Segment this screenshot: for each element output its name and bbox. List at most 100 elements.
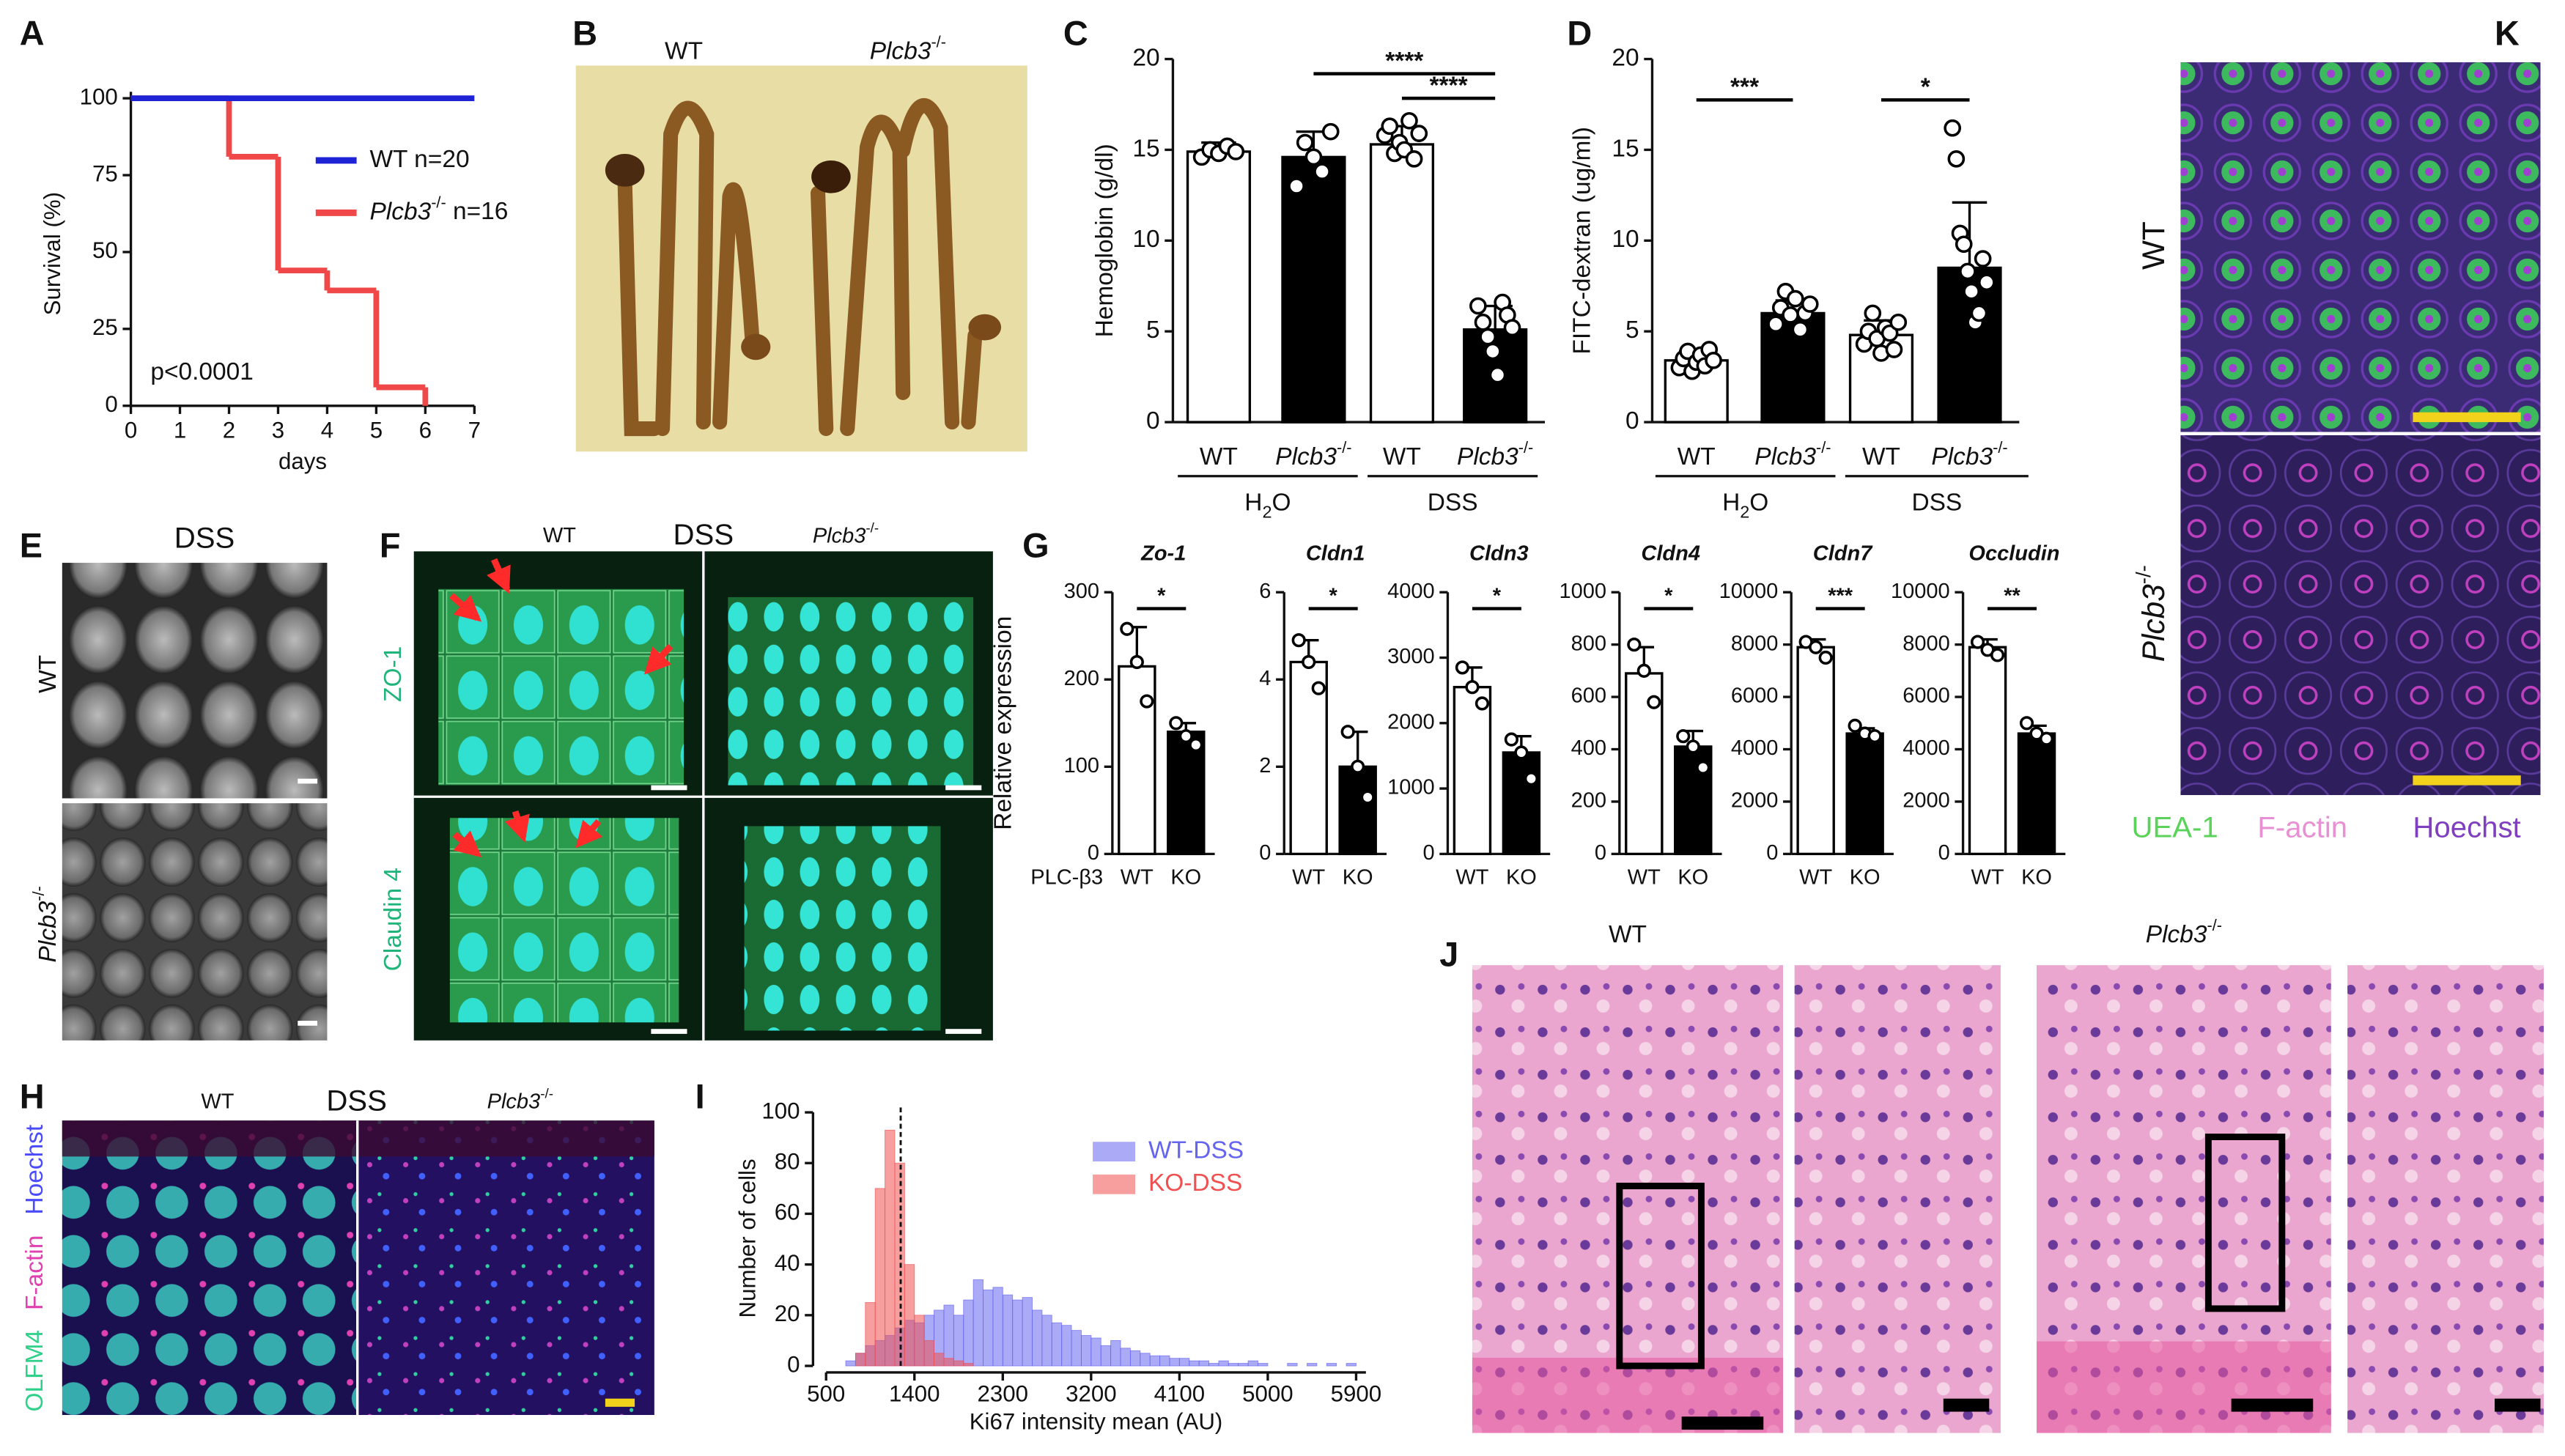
data-point (1475, 696, 1490, 711)
scale-bar (298, 778, 318, 784)
legend-swatch (1093, 1174, 1136, 1194)
bar (1281, 155, 1346, 424)
bar (1186, 150, 1252, 424)
histogram-bar (1307, 1363, 1318, 1367)
x-tick-label: KO (2021, 866, 2052, 890)
micrograph (62, 803, 328, 1041)
scale-bar (298, 1021, 318, 1026)
data-point (1636, 663, 1651, 678)
micrograph (62, 1120, 357, 1415)
data-point (1311, 681, 1326, 695)
chart-title: Cldn1 (1306, 542, 1365, 566)
histogram-bar (885, 1129, 896, 1367)
y-tick-label: 3000 (1387, 645, 1435, 668)
legend-label: KO-DSS (1148, 1169, 1242, 1197)
histogram-bar (1258, 1363, 1269, 1367)
data-point (1465, 680, 1480, 695)
y-tick-label: 25 (92, 314, 118, 340)
image-label: Plcb3-/- (870, 33, 946, 65)
x-tick-label: Plcb3-/- (1754, 438, 1831, 470)
image-label: DSS (174, 521, 235, 554)
data-point (1627, 638, 1642, 652)
stain-label: OLFM4 (21, 1330, 48, 1412)
significance-label: * (1493, 585, 1502, 608)
x-tick-label: WT (1200, 443, 1238, 470)
scale-bar (651, 1029, 687, 1034)
data-point (1140, 694, 1154, 709)
panel-letter: E (20, 526, 43, 564)
data-point (1484, 342, 1502, 361)
data-point (1189, 737, 1203, 753)
panel-letter: H (20, 1078, 45, 1116)
data-point (1381, 117, 1399, 136)
bar (1845, 732, 1884, 856)
x-tick-label: 5 (370, 418, 383, 443)
image-label: Plcb3-/- (487, 1086, 553, 1113)
y-tick-label: 600 (1571, 684, 1606, 708)
y-tick-label: 10000 (1891, 580, 1950, 603)
stain-label: UEA-1 (2131, 811, 2218, 844)
histogram-bar (1081, 1335, 1092, 1367)
y-tick-label: 20 (1612, 44, 1639, 71)
micrograph (744, 826, 941, 1031)
y-tick-label: 4000 (1387, 580, 1435, 603)
x-tick-label: 6 (419, 418, 432, 443)
histogram-bar (1159, 1355, 1170, 1367)
histogram-bar (992, 1287, 1003, 1367)
y-tick-label: 75 (92, 160, 118, 186)
significance-label: ** (2004, 585, 2020, 608)
data-point (1974, 250, 1992, 267)
histogram-bar (943, 1358, 954, 1367)
scale-bar (945, 785, 982, 791)
histogram-bar (1129, 1350, 1141, 1367)
significance-label: * (1329, 585, 1338, 608)
histogram-bar (904, 1264, 915, 1367)
y-tick-label: 10000 (1719, 580, 1779, 603)
group-label: H2O (1722, 489, 1768, 522)
histogram-bar (1287, 1363, 1298, 1367)
panel-letter: D (1567, 15, 1592, 53)
data-point (1455, 660, 1470, 675)
histogram-bar (1100, 1345, 1112, 1367)
y-axis-title: Relative expression (989, 616, 1016, 830)
x-axis-title: Ki67 intensity mean (AU) (970, 1408, 1223, 1434)
data-point (1302, 654, 1316, 670)
x-tick-label: KO (1506, 866, 1537, 890)
legend-swatch (1093, 1142, 1136, 1162)
y-tick-label: 1000 (1559, 580, 1606, 603)
scale-bar (1943, 1398, 1990, 1412)
data-point (1791, 320, 1809, 339)
x-tick-label: WT (1292, 866, 1325, 890)
data-point (1120, 621, 1134, 636)
histogram-bar (953, 1315, 964, 1367)
y-tick-label: 0 (1422, 841, 1434, 865)
x-tick-label: KO (1678, 866, 1708, 890)
y-tick-label: 0 (1259, 841, 1271, 865)
histogram-bar (1218, 1360, 1229, 1367)
stain-label: F-actin (21, 1235, 48, 1310)
histogram-bar (1071, 1330, 1082, 1367)
panel-f: F WT DSS Plcb3-/- ZO-1 Claudin 4 (380, 518, 993, 1041)
y-tick-label: 10 (1132, 226, 1159, 253)
x-tick-label: WT (1455, 866, 1488, 890)
data-point (1129, 654, 1144, 670)
significance-label: *** (1828, 585, 1853, 608)
data-point (1705, 352, 1722, 369)
significance-label: *** (1730, 74, 1759, 101)
histogram-bar (1189, 1360, 1200, 1367)
histogram-bar (1051, 1322, 1063, 1367)
photo (575, 65, 1027, 452)
bar (1796, 646, 1835, 856)
data-point (1977, 273, 1996, 292)
histogram-bar (874, 1188, 886, 1367)
significance-label: * (1921, 74, 1930, 101)
y-tick-label: 15 (1132, 135, 1159, 162)
x-tick-label: WT (1678, 443, 1716, 470)
category-axis-title: PLC-β3 (1030, 866, 1103, 890)
scale-bar (651, 785, 687, 791)
scale-bar (605, 1398, 635, 1407)
data-point (1514, 745, 1529, 760)
y-axis-title: Survival (%) (40, 192, 65, 315)
y-tick-label: 4000 (1731, 736, 1779, 760)
group-label: DSS (1428, 489, 1478, 517)
